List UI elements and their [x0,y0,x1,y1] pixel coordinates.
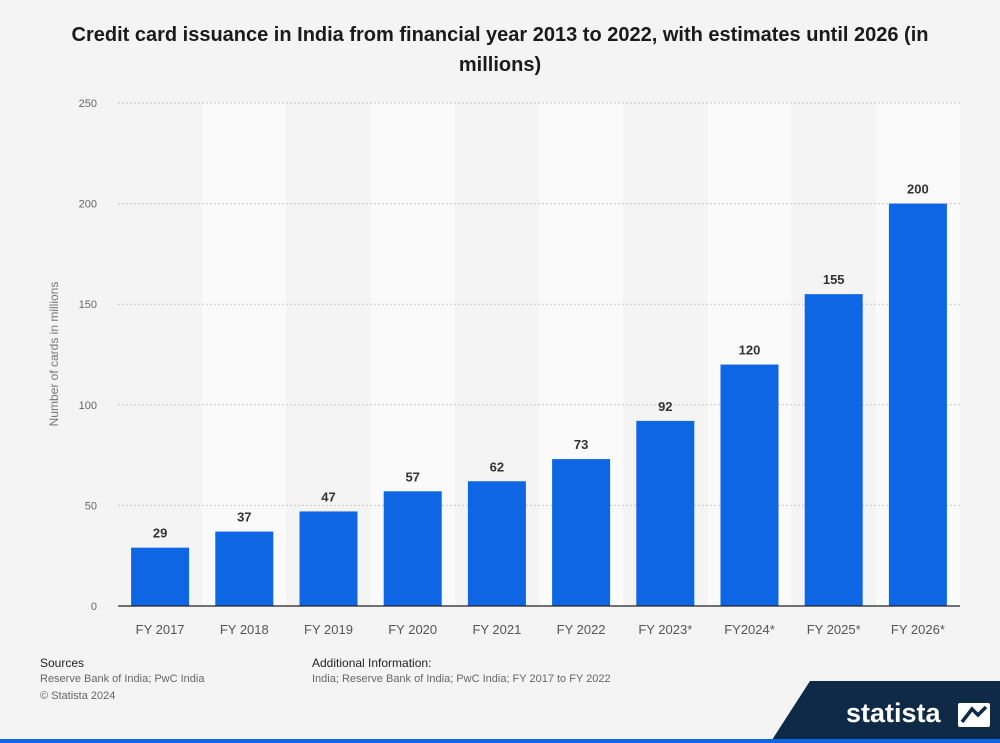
x-axis-ticks: FY 2017 FY 2018 FY 2019 FY 2020 FY 2021 FY 20… [136,622,945,637]
bar [215,531,274,606]
x-tick-label: FY 2020 [388,622,437,637]
data-label: 47 [321,489,335,504]
x-tick-label: FY 2021 [472,622,521,637]
x-tick-label: FY 2023* [638,622,692,637]
additional-info-heading: Additional Information: [312,656,432,670]
data-label: 200 [907,182,929,197]
copyright: © Statista 2024 [40,690,116,702]
data-label: 37 [237,510,251,525]
statista-brand: statista [770,681,1000,743]
y-tick-label: 250 [79,98,97,110]
data-label: 155 [823,272,845,287]
sources-text: Reserve Bank of India; PwC India [40,673,205,685]
y-tick-label: 200 [79,199,97,211]
bar [467,481,526,606]
y-axis-label: Number of cards in millions [47,282,61,427]
bar [131,547,190,606]
x-tick-label: FY 2017 [136,622,185,637]
data-label: 57 [405,469,419,484]
statista-logo-icon [958,703,990,727]
data-label: 92 [658,399,672,414]
y-tick-label: 0 [91,601,97,613]
data-label: 62 [490,459,504,474]
data-label: 73 [574,437,588,452]
x-tick-label: FY 2018 [220,622,269,637]
bar [804,294,863,606]
sources-heading: Sources [40,656,85,670]
y-axis-ticks: 0 50 100 150 200 250 [79,98,97,613]
data-label: 120 [739,343,761,358]
bar [299,511,358,606]
bar [552,459,611,606]
bar [383,491,442,606]
x-tick-label: FY 2019 [304,622,353,637]
chart-title: Credit card issuance in India from finan… [71,24,929,76]
y-tick-label: 50 [85,500,97,512]
x-tick-label: FY 2026* [891,622,945,637]
bottom-accent-line [0,739,1000,743]
bar [636,420,695,606]
statista-wordmark: statista [846,698,941,728]
statista-logo: statista [846,698,941,729]
additional-info-text: India; Reserve Bank of India; PwC India;… [312,673,611,685]
bar [720,364,779,606]
x-tick-label: FY2024* [724,622,775,637]
y-tick-label: 150 [79,299,97,311]
bars [131,203,947,606]
data-labels: 29 37 47 57 62 73 92 120 155 200 [153,182,929,541]
y-tick-label: 100 [79,400,97,412]
bar [888,203,947,606]
x-tick-label: FY 2022 [557,622,606,637]
x-tick-label: FY 2025* [807,622,861,637]
column-band [202,103,287,606]
data-label: 29 [153,526,167,541]
